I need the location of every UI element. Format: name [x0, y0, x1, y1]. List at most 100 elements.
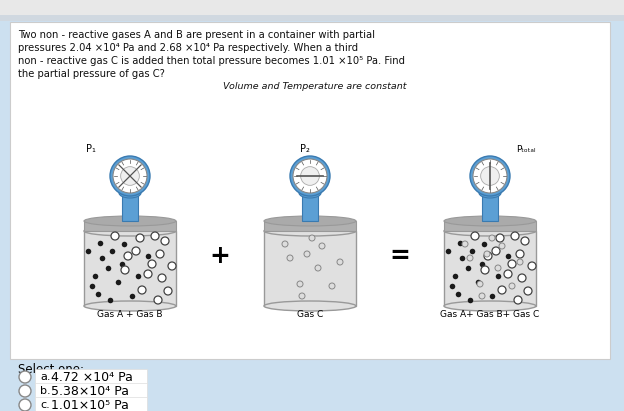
Circle shape	[508, 260, 516, 268]
Circle shape	[517, 259, 523, 265]
Bar	[0, 15, 624, 21]
Circle shape	[19, 399, 31, 411]
Text: 5.38×10⁴ Pa: 5.38×10⁴ Pa	[51, 385, 129, 397]
Circle shape	[290, 156, 330, 196]
Bar	[119, 187, 141, 193]
Circle shape	[462, 241, 468, 247]
Circle shape	[470, 156, 510, 196]
Circle shape	[315, 265, 321, 271]
Circle shape	[516, 250, 524, 258]
Bar	[0, 0, 624, 16]
FancyBboxPatch shape	[10, 22, 610, 359]
Text: non - reactive gas C is added then total pressure becomes 1.01 ×10⁵ Pa. Find: non - reactive gas C is added then total…	[18, 56, 405, 66]
Circle shape	[111, 232, 119, 240]
Circle shape	[498, 286, 506, 294]
Circle shape	[138, 286, 146, 294]
Circle shape	[492, 247, 500, 255]
Circle shape	[329, 283, 335, 289]
Text: a.: a.	[40, 372, 51, 382]
Text: Two non - reactive gases A and B are present in a container with partial: Two non - reactive gases A and B are pre…	[18, 30, 375, 40]
Circle shape	[471, 232, 479, 240]
Circle shape	[113, 159, 147, 193]
FancyBboxPatch shape	[35, 369, 147, 385]
Circle shape	[110, 156, 150, 196]
Text: Volume and Temperature are constant: Volume and Temperature are constant	[223, 82, 407, 91]
Ellipse shape	[264, 216, 356, 226]
Circle shape	[319, 243, 325, 249]
Bar	[264, 231, 356, 306]
Circle shape	[156, 250, 164, 258]
Circle shape	[479, 293, 485, 299]
Circle shape	[164, 287, 172, 295]
Bar	[84, 231, 176, 306]
Ellipse shape	[444, 216, 536, 226]
Bar	[299, 187, 321, 193]
Ellipse shape	[479, 188, 501, 198]
Text: P₁: P₁	[86, 144, 96, 154]
Ellipse shape	[444, 226, 536, 236]
Circle shape	[484, 252, 492, 260]
Text: Select one:: Select one:	[18, 363, 84, 376]
Circle shape	[19, 385, 31, 397]
Ellipse shape	[119, 188, 141, 198]
Circle shape	[168, 262, 176, 270]
Circle shape	[151, 232, 159, 240]
Text: pressures 2.04 ×10⁴ Pa and 2.68 ×10⁴ Pa respectively. When a third: pressures 2.04 ×10⁴ Pa and 2.68 ×10⁴ Pa …	[18, 43, 358, 53]
Circle shape	[121, 266, 129, 274]
Circle shape	[136, 234, 144, 242]
Circle shape	[514, 296, 522, 304]
Text: +: +	[210, 244, 230, 268]
Ellipse shape	[84, 226, 176, 236]
Bar	[482, 193, 498, 221]
Ellipse shape	[84, 301, 176, 311]
Circle shape	[158, 274, 166, 282]
Circle shape	[309, 235, 315, 241]
Circle shape	[496, 234, 504, 242]
Circle shape	[524, 287, 532, 295]
Circle shape	[287, 255, 293, 261]
Circle shape	[293, 159, 327, 193]
Ellipse shape	[299, 188, 321, 198]
Text: Pₜₒₜₐₗ: Pₜₒₜₐₗ	[516, 145, 535, 154]
Circle shape	[124, 252, 132, 260]
Circle shape	[499, 243, 505, 249]
Text: Gas A + Gas B: Gas A + Gas B	[97, 310, 163, 319]
Circle shape	[528, 262, 536, 270]
Circle shape	[480, 166, 499, 185]
Text: Gas C: Gas C	[297, 310, 323, 319]
Circle shape	[504, 270, 512, 278]
Circle shape	[132, 247, 140, 255]
Bar	[444, 231, 536, 306]
Circle shape	[154, 296, 162, 304]
Circle shape	[297, 281, 303, 287]
Ellipse shape	[84, 216, 176, 226]
Circle shape	[161, 237, 169, 245]
Bar	[264, 221, 356, 231]
Bar	[302, 193, 318, 221]
Circle shape	[282, 241, 288, 247]
Circle shape	[509, 283, 515, 289]
Circle shape	[120, 166, 139, 185]
Circle shape	[301, 166, 319, 185]
Text: b.: b.	[40, 386, 51, 396]
Text: 4.72 ×10⁴ Pa: 4.72 ×10⁴ Pa	[51, 370, 133, 383]
Circle shape	[521, 237, 529, 245]
Bar	[444, 221, 536, 231]
Text: Gas A+ Gas B+ Gas C: Gas A+ Gas B+ Gas C	[441, 310, 540, 319]
Circle shape	[484, 251, 490, 257]
Circle shape	[495, 265, 501, 271]
Circle shape	[467, 255, 473, 261]
Circle shape	[304, 251, 310, 257]
Ellipse shape	[264, 301, 356, 311]
Bar	[479, 187, 501, 193]
Bar	[84, 221, 176, 231]
FancyBboxPatch shape	[35, 383, 147, 399]
Circle shape	[481, 266, 489, 274]
Circle shape	[489, 235, 495, 241]
Circle shape	[337, 259, 343, 265]
Text: 1.01×10⁵ Pa: 1.01×10⁵ Pa	[51, 399, 129, 411]
Ellipse shape	[444, 301, 536, 311]
Circle shape	[148, 260, 156, 268]
Circle shape	[299, 293, 305, 299]
Text: c.: c.	[40, 400, 50, 410]
